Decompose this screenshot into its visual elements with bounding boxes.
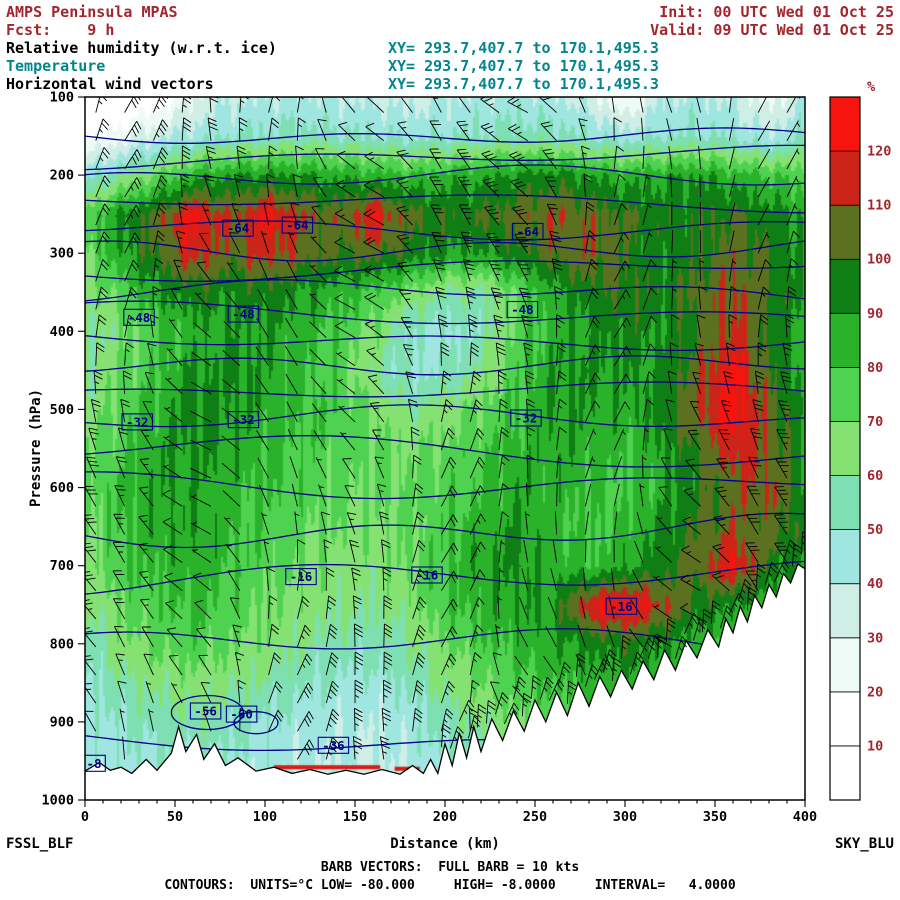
colorbar-tick-label: 20 xyxy=(867,684,883,700)
field-2-label: Temperature xyxy=(6,57,106,75)
y-tick-label: 200 xyxy=(50,168,74,184)
y-tick-label: 900 xyxy=(50,714,74,730)
x-tick-label: 0 xyxy=(81,809,89,825)
colorbar-segment xyxy=(829,150,861,206)
field-1-label: Relative humidity (w.r.t. ice) xyxy=(6,39,277,57)
init-time: Init: 00 UTC Wed 01 Oct 25 xyxy=(659,3,894,21)
y-tick-label: 300 xyxy=(50,246,74,262)
field-3-label: Horizontal wind vectors xyxy=(6,75,214,93)
colorbar-segment xyxy=(829,421,861,476)
colorbar-tick-label: 60 xyxy=(867,468,883,484)
forecast-hour: Fcst: 9 h xyxy=(6,21,115,39)
colorbar-tick-label: 100 xyxy=(867,252,891,268)
colorbar-segment xyxy=(829,96,861,152)
x-tick-label: 400 xyxy=(793,809,817,825)
x-axis-title: Distance (km) xyxy=(390,836,500,852)
x-tick-label: 100 xyxy=(253,809,277,825)
x-tick-label: 150 xyxy=(343,809,367,825)
colorbar-segment xyxy=(829,258,861,314)
y-tick-label: 700 xyxy=(50,558,74,574)
colorbar-tick-label: 50 xyxy=(867,522,883,538)
colorbar-tick-label: 40 xyxy=(867,576,883,592)
colorbar-segment xyxy=(829,583,861,639)
colorbar-tick-label: 30 xyxy=(867,630,883,646)
colorbar-unit: % xyxy=(867,79,876,95)
y-tick-label: 800 xyxy=(50,636,74,652)
relative-humidity-shading xyxy=(85,97,805,800)
x-tick-label: 300 xyxy=(613,809,637,825)
colorbar-segment xyxy=(829,745,861,801)
y-axis-title: Pressure (hPa) xyxy=(28,388,44,508)
y-tick-label: 400 xyxy=(50,324,74,340)
colorbar-tick-label: 110 xyxy=(867,198,891,214)
colorbar-segment xyxy=(829,529,861,585)
y-tick-label: 1000 xyxy=(41,793,74,809)
colorbar-segment xyxy=(829,475,861,530)
field-1-xy: XY= 293.7,407.7 to 170.1,495.3 xyxy=(388,39,659,57)
colorbar: 10 20 30 40 50 60 70 80 90 100 110 120% xyxy=(829,79,891,801)
field-2-xy: XY= 293.7,407.7 to 170.1,495.3 xyxy=(388,57,659,75)
colorbar-tick-label: 80 xyxy=(867,360,883,376)
y-tick-label: 500 xyxy=(50,402,74,418)
colorbar-segment xyxy=(829,312,861,368)
x-tick-label: 50 xyxy=(167,809,183,825)
contours-note: CONTOURS: UNITS=°C LOW= -80.000 HIGH= -8… xyxy=(164,878,736,893)
field-3-xy: XY= 293.7,407.7 to 170.1,495.3 xyxy=(388,75,659,93)
left-endpoint-label: FSSL_BLF xyxy=(6,836,74,852)
x-tick-label: 350 xyxy=(703,809,727,825)
colorbar-tick-label: 90 xyxy=(867,306,883,322)
barb-vectors-note: BARB VECTORS: FULL BARB = 10 kts xyxy=(320,860,580,875)
colorbar-segment xyxy=(829,204,861,260)
valid-time: Valid: 09 UTC Wed 01 Oct 25 xyxy=(650,21,894,39)
colorbar-segment xyxy=(829,366,861,422)
colorbar-tick-label: 10 xyxy=(867,738,883,754)
right-endpoint-label: SKY_BLU xyxy=(834,836,894,852)
model-title: AMPS Peninsula MPAS xyxy=(6,3,178,21)
colorbar-segment xyxy=(829,637,861,693)
colorbar-tick-label: 120 xyxy=(867,144,891,160)
x-tick-label: 250 xyxy=(523,809,547,825)
x-tick-label: 200 xyxy=(433,809,457,825)
colorbar-tick-label: 70 xyxy=(867,414,883,430)
colorbar-segment xyxy=(829,691,861,747)
y-tick-label: 600 xyxy=(50,480,74,496)
